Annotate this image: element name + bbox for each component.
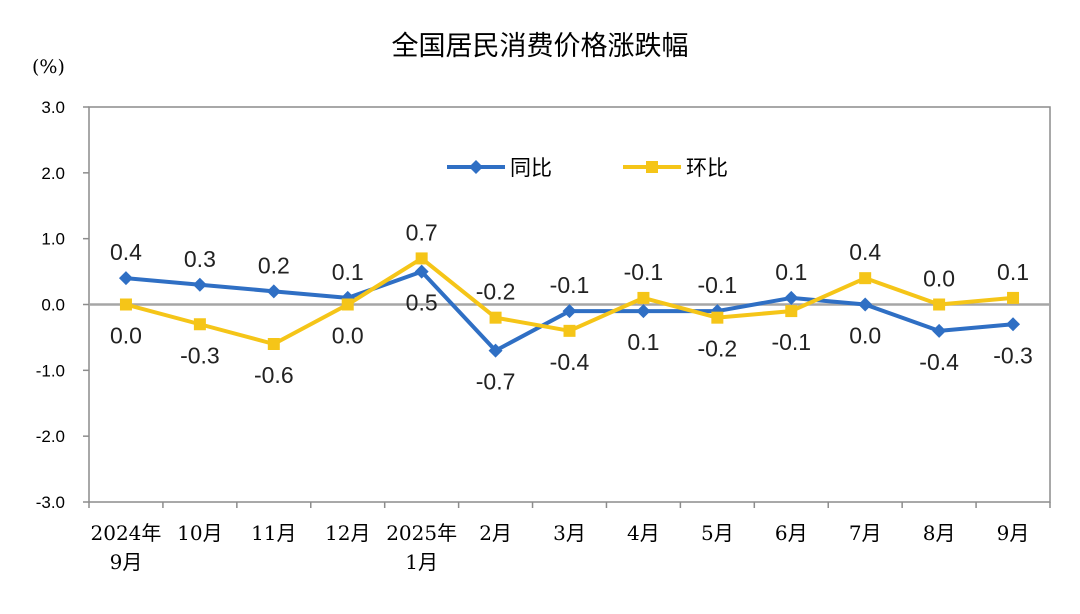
data-point-mom — [193, 318, 206, 331]
data-label-yoy: 0.4 — [110, 239, 142, 265]
x-tick-label: 2月 — [479, 521, 512, 545]
data-point-mom — [1007, 291, 1020, 304]
data-point-yoy — [858, 297, 873, 312]
data-label-mom: -0.1 — [771, 329, 811, 355]
data-point-mom — [489, 311, 502, 324]
x-tick-label: 4月 — [627, 521, 660, 545]
data-label-mom: 0.7 — [406, 219, 438, 245]
data-label-yoy: 0.0 — [849, 323, 881, 349]
data-point-mom — [119, 298, 132, 311]
data-label-yoy: -0.1 — [698, 272, 738, 298]
x-tick-label: 12月 — [325, 521, 370, 545]
data-label-yoy: 0.1 — [627, 329, 659, 355]
data-label-mom: 0.0 — [923, 266, 955, 292]
legend-label: 同比 — [510, 156, 552, 180]
x-tick-label: 2025年 — [386, 521, 457, 545]
data-point-mom — [341, 298, 354, 311]
legend-item-mom: 环比 — [623, 156, 728, 180]
data-point-yoy — [1006, 317, 1021, 332]
data-point-yoy — [562, 304, 577, 319]
data-point-mom — [933, 298, 946, 311]
data-label-yoy: -0.3 — [993, 342, 1033, 368]
legend-marker-square — [646, 161, 658, 173]
data-label-yoy: 0.5 — [406, 290, 438, 316]
data-label-yoy: -0.4 — [919, 349, 959, 375]
data-point-yoy — [932, 323, 947, 338]
data-point-yoy — [266, 284, 281, 299]
data-point-yoy — [488, 343, 503, 358]
data-label-mom: -0.6 — [254, 362, 294, 388]
data-point-yoy — [192, 277, 207, 292]
data-point-mom — [637, 291, 650, 304]
y-unit-label: (%) — [32, 56, 65, 78]
data-label-yoy: -0.7 — [476, 369, 516, 395]
x-tick-label: 5月 — [701, 521, 734, 545]
data-label-yoy: 0.1 — [332, 259, 364, 285]
data-point-mom — [859, 272, 872, 285]
data-label-yoy: 0.3 — [184, 246, 216, 272]
x-tick-label: 6月 — [775, 521, 808, 545]
data-point-mom — [415, 252, 428, 265]
y-tick-label: 0.0 — [41, 296, 65, 315]
x-tick-label: 8月 — [923, 521, 956, 545]
data-label-mom: -0.2 — [698, 336, 738, 362]
data-label-mom: 0.0 — [332, 323, 364, 349]
data-label-mom: -0.2 — [476, 279, 516, 305]
x-tick-label: 7月 — [849, 521, 882, 545]
legend-marker-diamond — [469, 160, 483, 174]
data-label-mom: 0.0 — [110, 323, 142, 349]
data-label-mom: -0.1 — [624, 259, 664, 285]
data-label-mom: 0.4 — [849, 239, 881, 265]
y-tick-label: 1.0 — [41, 230, 65, 249]
y-tick-label: -2.0 — [36, 427, 65, 446]
y-tick-label: 3.0 — [41, 98, 65, 117]
x-tick-label: 9月 — [997, 521, 1030, 545]
data-label-mom: -0.3 — [180, 342, 220, 368]
chart-title: 全国居民消费价格涨跌幅 — [391, 31, 689, 62]
x-tick-label: 9月 — [110, 550, 143, 574]
data-point-yoy — [118, 271, 133, 286]
data-point-mom — [785, 305, 798, 318]
x-tick-label: 2024年 — [91, 521, 162, 545]
data-point-mom — [711, 311, 724, 324]
y-tick-label: 2.0 — [41, 164, 65, 183]
legend-label: 环比 — [686, 156, 728, 180]
y-tick-label: -1.0 — [36, 361, 65, 380]
data-label-yoy: 0.1 — [775, 259, 807, 285]
data-point-mom — [267, 338, 280, 350]
data-label-mom: 0.1 — [997, 259, 1029, 285]
data-point-yoy — [784, 290, 799, 305]
data-point-mom — [563, 324, 576, 337]
data-label-mom: -0.4 — [550, 349, 590, 375]
data-point-yoy — [414, 264, 429, 279]
data-label-yoy: 0.2 — [258, 252, 290, 278]
y-tick-label: -3.0 — [36, 493, 65, 512]
x-tick-label: 11月 — [251, 521, 296, 545]
data-label-yoy: -0.1 — [550, 272, 590, 298]
legend-item-yoy: 同比 — [447, 156, 552, 180]
x-tick-label: 1月 — [405, 550, 438, 574]
data-point-yoy — [636, 304, 651, 319]
x-tick-label: 3月 — [553, 521, 586, 545]
x-tick-label: 10月 — [177, 521, 222, 545]
